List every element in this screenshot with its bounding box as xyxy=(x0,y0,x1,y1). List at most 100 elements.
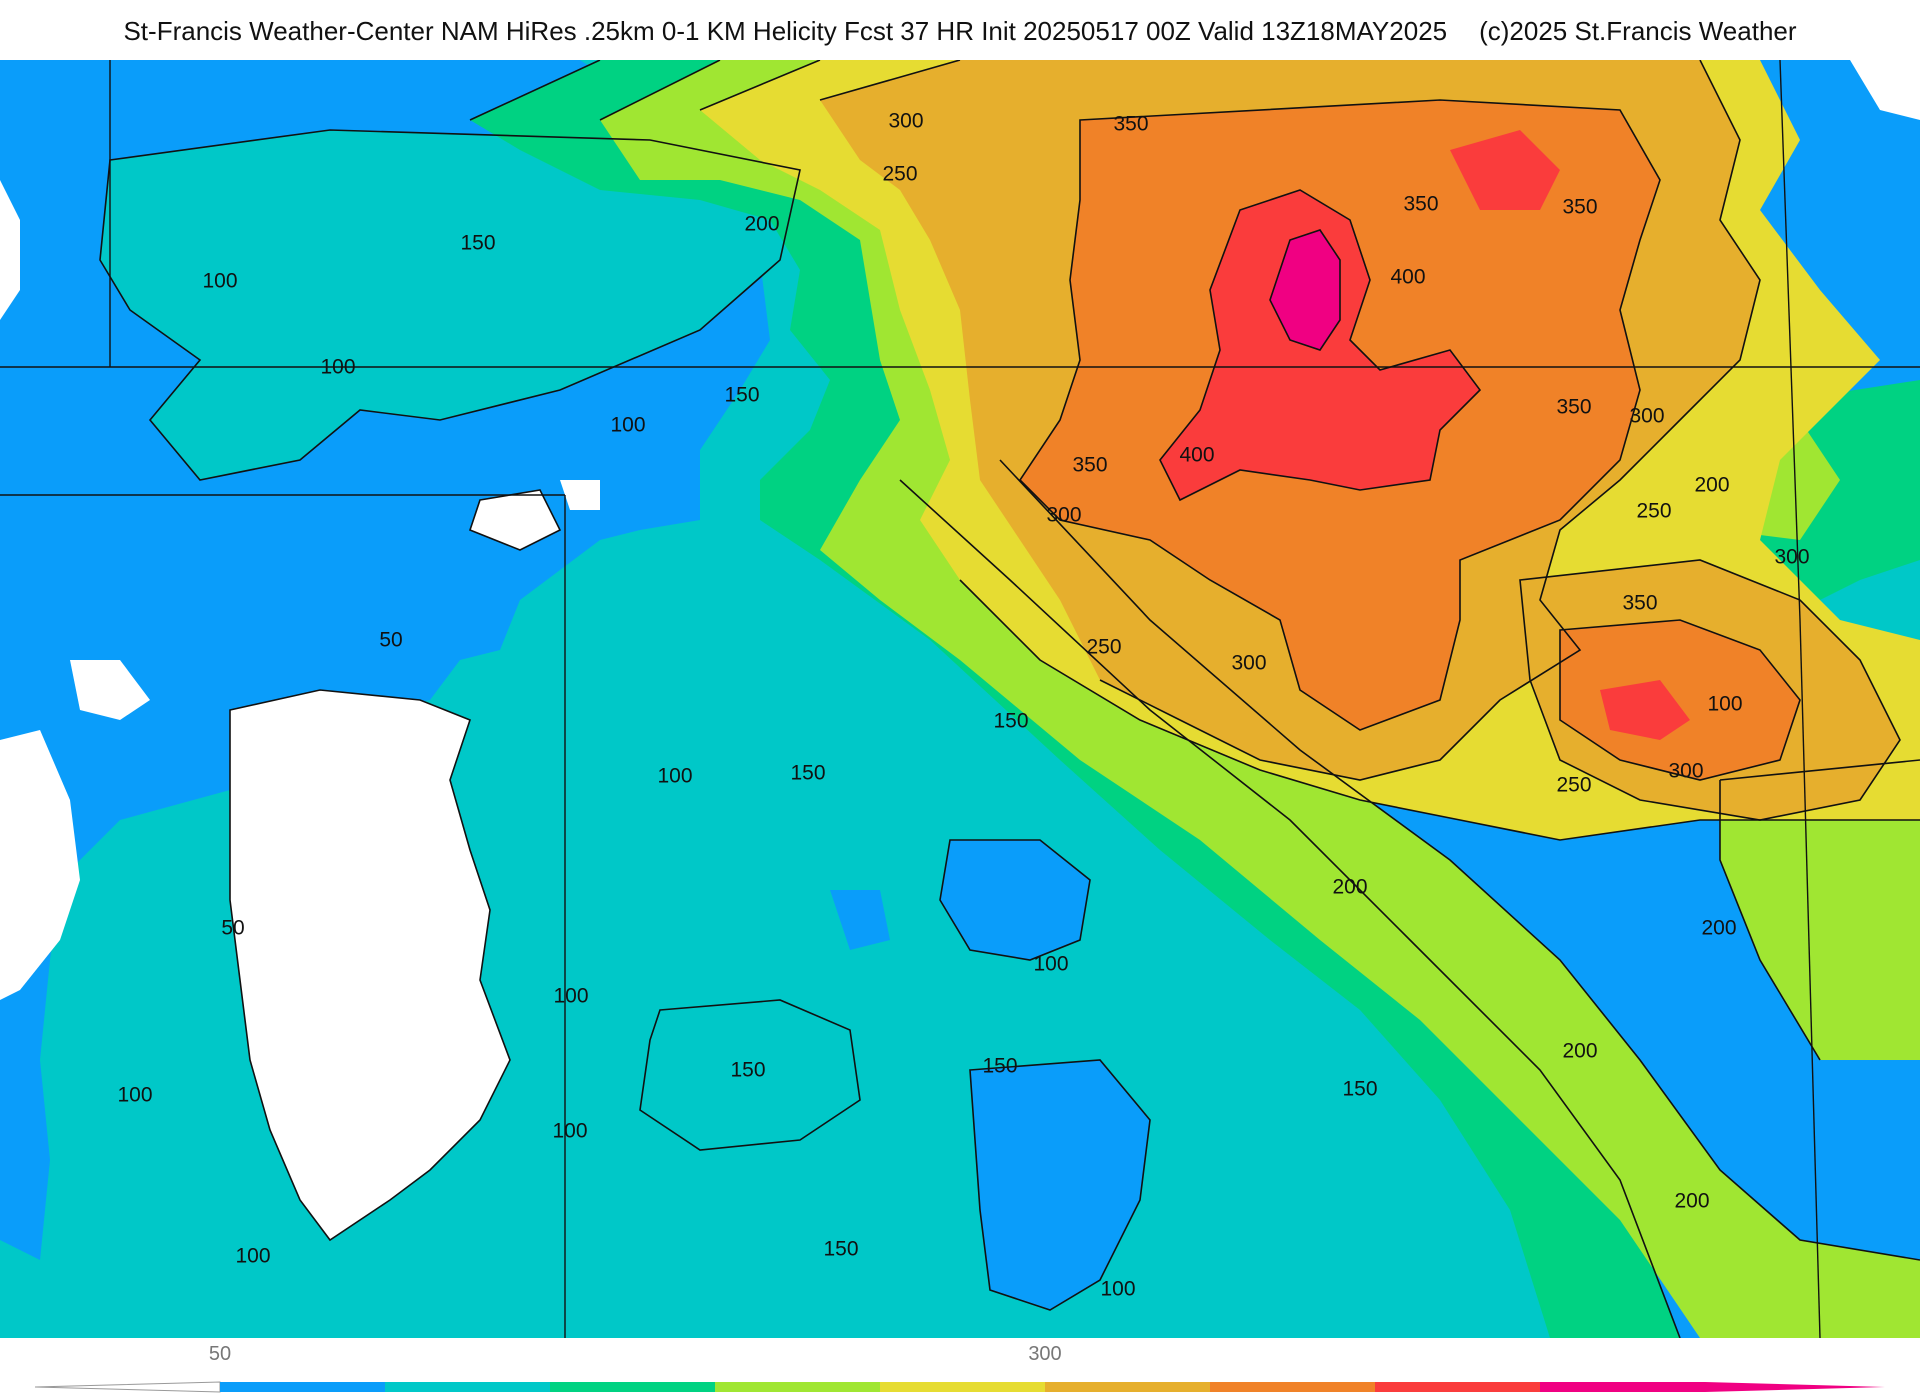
contour-label: 250 xyxy=(882,163,917,186)
colorbar-low-arrow xyxy=(34,1381,221,1393)
state-boundary xyxy=(1779,60,1801,621)
contour-label: 100 xyxy=(553,985,588,1008)
contour-label: 100 xyxy=(657,765,692,788)
colorbar-high-arrow xyxy=(1705,1382,1885,1392)
contour-label: 150 xyxy=(823,1238,858,1261)
contour-label: 300 xyxy=(888,110,923,133)
state-boundary-lines xyxy=(0,60,1920,1338)
band-400-fill xyxy=(1560,620,1800,780)
contour-line xyxy=(469,60,1681,1338)
colorbar xyxy=(34,1381,1885,1393)
colorbar-swatch xyxy=(1045,1382,1210,1392)
contour-line xyxy=(1519,559,1901,821)
contour-line xyxy=(469,489,562,551)
contour-label: 150 xyxy=(460,232,495,255)
band-500-fill xyxy=(1270,230,1340,350)
contour-label: 100 xyxy=(552,1120,587,1143)
contour-label: 100 xyxy=(1100,1278,1135,1301)
copyright-text: (c)2025 St.Francis Weather xyxy=(1479,15,1797,46)
contour-line xyxy=(1018,99,1661,731)
contour-line xyxy=(599,60,1920,1261)
contour-label: 300 xyxy=(1668,760,1703,783)
colorbar-swatch xyxy=(880,1382,1045,1392)
contour-label: 350 xyxy=(1403,193,1438,216)
helicity-fill-layer xyxy=(0,60,1920,1338)
colorbar-swatch xyxy=(1375,1382,1540,1392)
contour-line xyxy=(819,60,1761,781)
colorbar-swatch xyxy=(550,1382,715,1392)
contour-outlines xyxy=(99,60,1920,1338)
band-50-fill xyxy=(0,730,80,1000)
contour-label: 350 xyxy=(1556,396,1591,419)
colorbar-swatch xyxy=(385,1382,550,1392)
contour-label: 200 xyxy=(744,213,779,236)
contour-line xyxy=(939,839,1091,961)
contour-line xyxy=(99,129,801,481)
band-50-fill xyxy=(470,490,560,550)
colorbar-swatch xyxy=(715,1382,880,1392)
contour-label: 50 xyxy=(379,629,402,652)
contour-label: 150 xyxy=(982,1055,1017,1078)
band-100-island xyxy=(940,840,1090,960)
helicity-map: 300 350 250 200 350 350 150 400 100 100 150 100 350 4… xyxy=(0,60,1920,1338)
contour-label: 100 xyxy=(202,270,237,293)
colorbar-swatch xyxy=(1210,1382,1375,1392)
band-50-fill xyxy=(560,480,600,510)
contour-label: 100 xyxy=(235,1245,270,1268)
contour-label: 300 xyxy=(1046,504,1081,527)
contour-line xyxy=(1269,229,1341,351)
contour-label: 150 xyxy=(993,710,1028,733)
contour-label: 200 xyxy=(1694,474,1729,497)
band-450-fill xyxy=(1600,680,1690,740)
contour-label: 150 xyxy=(790,762,825,785)
contour-label: 150 xyxy=(724,384,759,407)
contour-line xyxy=(699,60,1920,841)
band-450-fill xyxy=(1450,130,1560,210)
contour-label: 200 xyxy=(1332,876,1367,899)
contour-label: 350 xyxy=(1622,592,1657,615)
contour-label: 350 xyxy=(1113,113,1148,136)
band-150-island xyxy=(430,1240,560,1338)
contour-label: 250 xyxy=(1556,774,1591,797)
contour-label: 100 xyxy=(117,1084,152,1107)
title-text: St-Francis Weather-Center NAM HiRes .25k… xyxy=(123,15,1448,46)
contour-label: 350 xyxy=(1562,196,1597,219)
contour-label: 100 xyxy=(320,356,355,379)
contour-label: 100 xyxy=(1707,693,1742,716)
contour-label: 100 xyxy=(1033,953,1068,976)
colorbar-tick-label: 300 xyxy=(1028,1343,1062,1365)
band-100-island xyxy=(830,890,890,950)
band-250-fill xyxy=(1720,760,1920,1060)
band-50-fill xyxy=(70,660,150,720)
contour-label: 400 xyxy=(1179,444,1214,467)
colorbar-tick-label: 50 xyxy=(208,1343,232,1365)
contour-label: 150 xyxy=(730,1059,765,1082)
contour-label: 100 xyxy=(610,414,645,437)
contour-label: 200 xyxy=(1674,1190,1709,1213)
colorbar-swatch xyxy=(220,1382,385,1392)
contour-label: 300 xyxy=(1231,652,1266,675)
contour-label: 300 xyxy=(1629,405,1664,428)
band-150-fill xyxy=(100,130,800,480)
state-boundary xyxy=(1799,619,1821,1338)
contour-label: 150 xyxy=(1342,1078,1377,1101)
contour-label: 200 xyxy=(1562,1040,1597,1063)
band-150-island xyxy=(800,1160,920,1260)
band-50-fill xyxy=(0,180,20,320)
contour-label: 300 xyxy=(1774,546,1809,569)
contour-label: 250 xyxy=(1636,500,1671,523)
band-50-fill xyxy=(1850,60,1920,120)
band-150-island xyxy=(640,1000,860,1150)
contour-label: 350 xyxy=(1072,454,1107,477)
map-title: St-Francis Weather-Center NAM HiRes .25k… xyxy=(0,0,1920,62)
band-100-island xyxy=(970,1060,1150,1310)
contour-line xyxy=(639,999,861,1151)
contour-label: 50 xyxy=(221,917,244,940)
contour-line xyxy=(969,1059,1151,1311)
contour-line xyxy=(1159,189,1482,502)
contour-label: 200 xyxy=(1701,917,1736,940)
band-50-fill xyxy=(230,690,510,1240)
contour-label-layer: 300 350 250 200 350 350 150 400 100 100 150 100 350 4… xyxy=(117,110,1809,1301)
contour-line xyxy=(1559,619,1801,781)
contour-line xyxy=(1719,759,1920,1061)
